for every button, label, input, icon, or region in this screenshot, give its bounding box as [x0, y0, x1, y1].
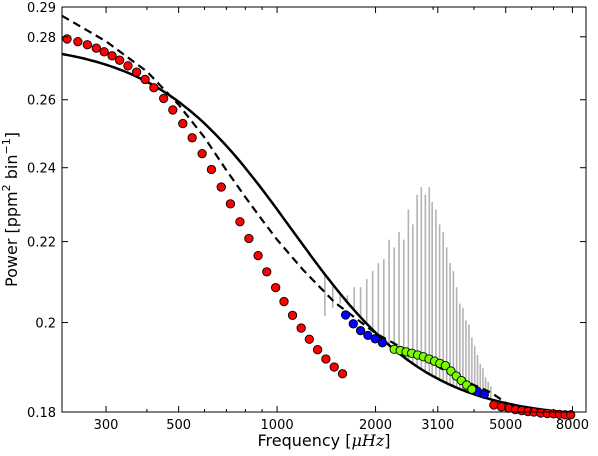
x-tick-label: 300	[94, 418, 119, 433]
y-axis-label-close: ]	[2, 132, 21, 138]
red-data-point	[566, 410, 576, 420]
spike-layer	[324, 187, 492, 400]
x-axis-label-unit: μHz	[351, 431, 384, 450]
red-data-point	[131, 67, 142, 77]
red-data-point	[197, 149, 207, 159]
blue-data-point	[377, 338, 388, 348]
x-tick-label: 8000	[556, 418, 589, 433]
red-data-point	[206, 164, 217, 175]
y-tick-label: 0.28	[27, 31, 56, 46]
red-data-point	[296, 323, 306, 333]
blue-data-point	[479, 389, 489, 399]
red-data-point	[489, 400, 499, 410]
green-data-point	[440, 360, 451, 371]
x-axis-label-main: Frequency [	[257, 431, 351, 450]
red-data-point	[140, 74, 150, 85]
x-tick-label: 2000	[359, 418, 392, 433]
red-data-point	[271, 282, 281, 293]
blue-data-point	[340, 310, 351, 320]
red-data-point	[99, 47, 109, 57]
y-axis-label-main: Power [ppm	[2, 191, 21, 287]
red-data-point	[279, 296, 289, 307]
data-point-layer	[62, 34, 576, 420]
red-data-point	[216, 182, 226, 192]
red-data-point	[262, 267, 272, 277]
y-tick-label: 0.29	[27, 1, 56, 16]
x-axis-label-close: ]	[384, 431, 390, 450]
red-data-point	[329, 362, 339, 372]
red-data-point	[168, 105, 178, 115]
red-data-point	[287, 310, 298, 320]
red-data-point	[62, 34, 72, 44]
red-data-point	[235, 217, 245, 227]
red-data-point	[107, 51, 117, 61]
y-tick-label: 0.22	[27, 236, 56, 251]
x-tick-label: 5000	[489, 418, 522, 433]
red-data-point	[114, 55, 125, 65]
background-fit-line	[61, 52, 573, 415]
green-data-point	[467, 384, 477, 394]
red-data-point	[91, 43, 101, 53]
red-data-point	[312, 345, 323, 355]
red-data-point	[123, 61, 133, 71]
red-data-point	[178, 118, 188, 129]
y-axis-label-mid: bin	[2, 155, 21, 185]
red-data-point	[253, 250, 263, 261]
y-axis-label: Power [ppm2 bin−1]	[0, 132, 21, 287]
red-data-point	[321, 354, 331, 364]
red-data-point	[304, 334, 314, 344]
x-tick-label: 1000	[261, 418, 294, 433]
x-axis-label: Frequency [μHz]	[257, 431, 390, 450]
y-axis-label-sup2: −1	[0, 138, 13, 154]
y-tick-label: 0.2	[35, 317, 56, 332]
red-data-point	[149, 83, 159, 93]
blue-data-point	[348, 319, 358, 329]
blue-data-point	[355, 325, 366, 336]
red-data-point	[82, 40, 93, 50]
y-tick-label: 0.18	[27, 406, 56, 421]
red-data-point	[225, 199, 236, 209]
red-data-point	[244, 233, 254, 244]
x-tick-label: 500	[166, 418, 191, 433]
red-data-point	[187, 133, 197, 143]
plot-frame	[61, 6, 587, 413]
blue-data-point	[370, 334, 380, 344]
red-data-point	[73, 37, 83, 47]
red-data-point	[159, 93, 169, 104]
red-data-point	[337, 369, 348, 379]
y-tick-label: 0.24	[27, 162, 56, 177]
x-tick-label: 3100	[421, 418, 454, 433]
y-axis-label-sup1: 2	[0, 184, 13, 191]
y-tick-label: 0.26	[27, 94, 56, 109]
tick-layer: 300 500 1000 2000 3100 5000 8000 0.18 0.2 0.22 0.2…	[27, 1, 589, 433]
